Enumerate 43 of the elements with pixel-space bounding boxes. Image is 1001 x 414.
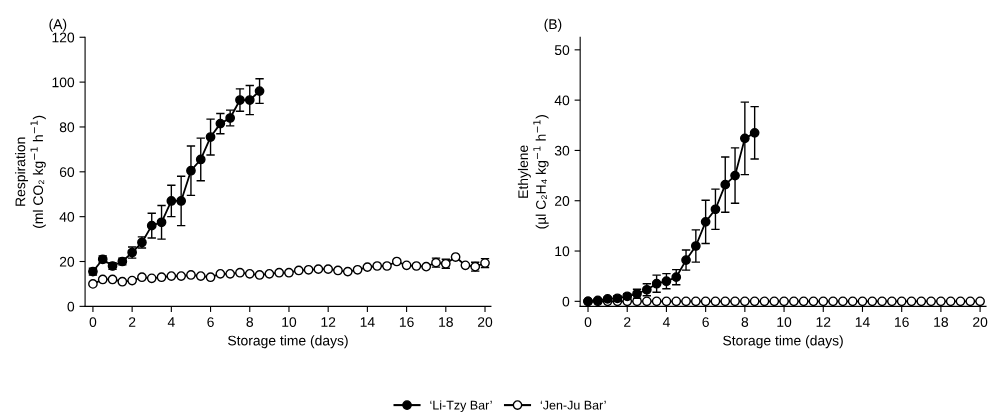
x-tick-label: 6 [207, 317, 214, 327]
y-tick-label: 30 [554, 145, 570, 156]
x-tick-label: 18 [934, 317, 949, 327]
x-tick-label: 8 [246, 317, 254, 327]
x-tick-label: 2 [624, 317, 631, 327]
y-tick-label: 100 [52, 77, 75, 88]
x-tick-label: 4 [662, 317, 670, 327]
x-tick-label: 14 [855, 317, 870, 327]
x-axis-title: Storage time (days) [228, 335, 348, 349]
y-tick-label: 10 [555, 246, 570, 257]
x-tick-label: 10 [282, 317, 297, 327]
x-tick-label: 14 [360, 317, 375, 327]
x-tick-label: 0 [89, 317, 97, 327]
y-tick-label: 20 [59, 256, 75, 267]
legend-label: ‘Jen-Ju Bar’ [540, 400, 606, 410]
y-tick-label: 0 [562, 296, 570, 307]
y-tick-label: 0 [67, 301, 75, 312]
y-tick-label: 80 [59, 122, 75, 133]
x-axis-title: Storage time (days) [723, 335, 843, 349]
y-tick-label: 20 [555, 196, 570, 206]
x-tick-label: 20 [973, 317, 988, 327]
x-tick-label: 0 [584, 317, 592, 327]
y-tick-label: 60 [59, 167, 75, 177]
x-tick-label: 16 [895, 317, 909, 327]
legend-label: ‘Li-Tzy Bar’ [430, 400, 492, 413]
y-tick-label: 40 [59, 211, 75, 222]
x-tick-label: 10 [777, 317, 792, 327]
y-tick-label: 40 [554, 95, 570, 106]
x-tick-label: 4 [167, 317, 175, 327]
y-axis-title: Ethylene (µl C₂H₄ kg$^{−1}$ h$^{−1}$) [517, 115, 549, 229]
x-tick-label: 6 [702, 317, 709, 327]
x-tick-label: 8 [741, 317, 749, 327]
chart-title: (B) [544, 18, 562, 32]
x-tick-label: 16 [399, 317, 414, 327]
x-tick-label: 12 [816, 317, 831, 327]
x-tick-label: 12 [321, 317, 336, 327]
x-tick-label: 2 [128, 317, 136, 327]
chart-title: (A) [49, 18, 67, 32]
y-tick-label: 50 [554, 45, 570, 55]
y-axis-title: Respiration (ml CO₂ kg$^{−1}$ h$^{−1}$) [15, 115, 46, 228]
x-tick-label: 20 [477, 317, 493, 327]
x-tick-label: 18 [439, 317, 453, 327]
y-tick-label: 120 [52, 32, 75, 43]
